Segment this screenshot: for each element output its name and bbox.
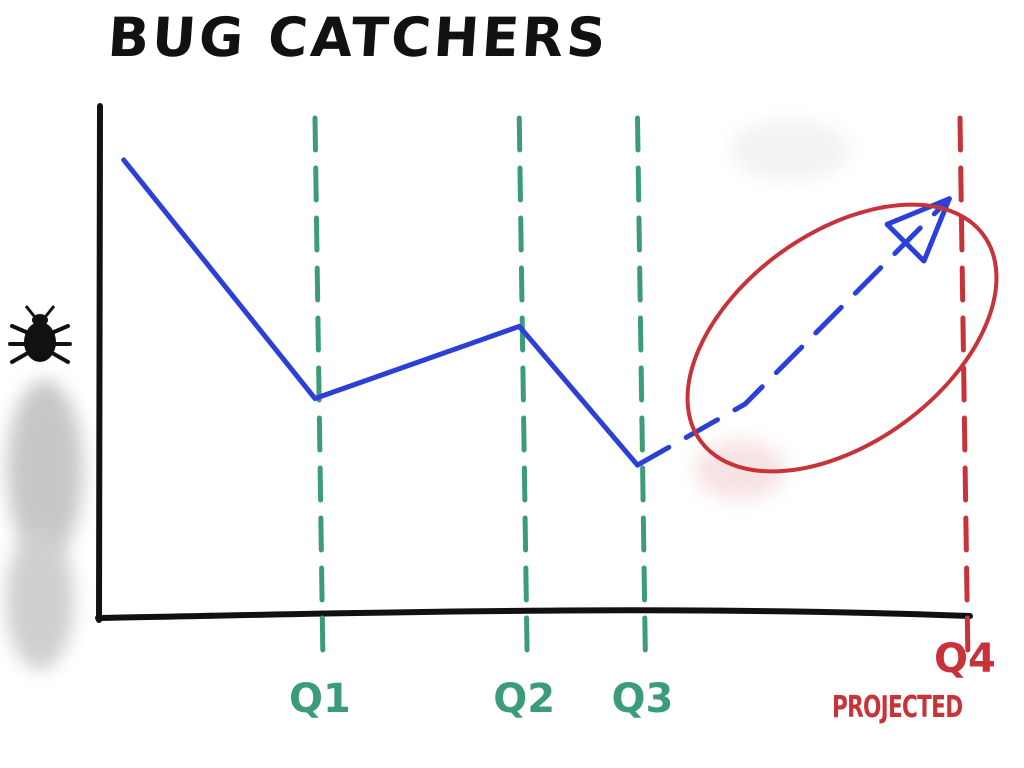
marker-label-q1: Q1 [289, 676, 351, 722]
bug-icon [8, 305, 72, 364]
marker-label-q4: Q4 [934, 636, 996, 682]
marker-sublabel-projected: PROJECTED [832, 690, 963, 725]
arrow-head [884, 196, 952, 264]
markers-layer [312, 115, 971, 668]
projection-ellipse [685, 202, 999, 474]
smudge-left-upper [7, 380, 83, 560]
x-axis [95, 607, 973, 621]
chart-title: BUG CATCHERS [105, 6, 611, 69]
smudge-top-right [730, 120, 850, 180]
actual-line [121, 157, 640, 468]
marker-label-q2: Q2 [493, 676, 556, 722]
marker-line-q1 [312, 115, 326, 668]
marker-line-q2 [516, 115, 530, 668]
marker-line-q4 [957, 115, 971, 668]
marker-line-q3 [635, 115, 648, 668]
marker-label-q3: Q3 [611, 676, 674, 722]
chalk-smudges [6, 120, 850, 670]
y-axis [96, 103, 103, 623]
smudge-left-lower [6, 530, 74, 670]
series-layer [121, 157, 952, 468]
